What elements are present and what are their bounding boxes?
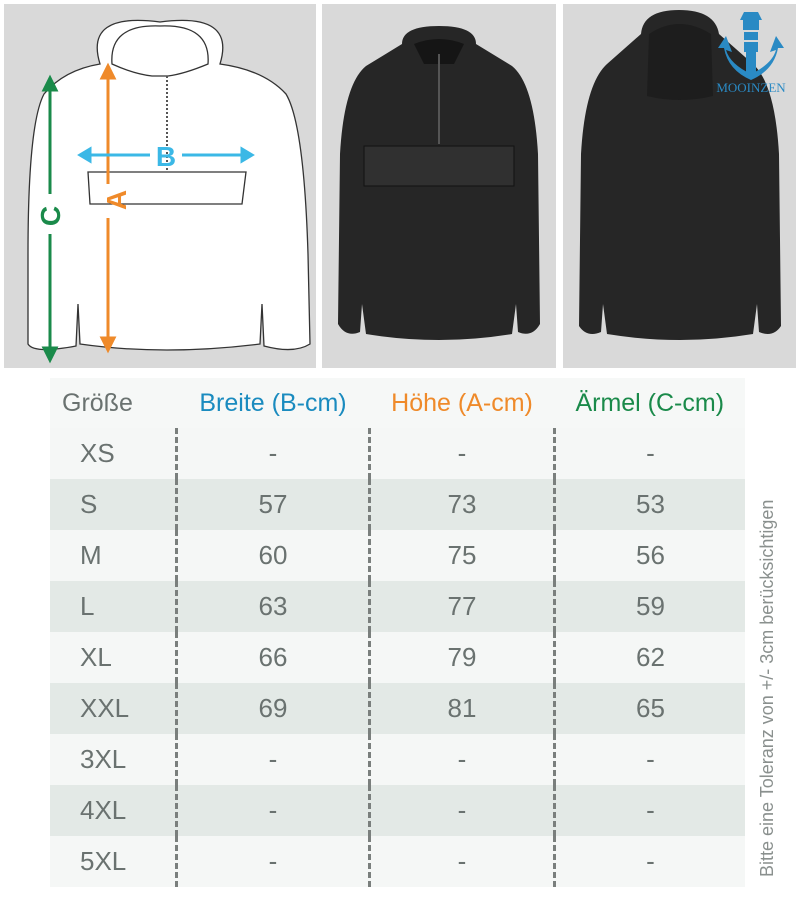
aermel-cell: - [553,785,745,836]
hoehe-cell: 79 [368,632,555,683]
aermel-cell: 56 [553,530,745,581]
hoehe-cell: 75 [368,530,555,581]
jacket-front-photo [322,4,556,368]
size-cell: XS [80,438,115,468]
table-row: XL 66 79 62 [50,632,745,683]
breite-cell: - [175,785,370,836]
table-row: 4XL - - - [50,785,745,836]
header-breite: Breite (B-cm) [199,388,347,417]
hoodie-outline-illustration: C A B [27,19,311,364]
tolerance-note: Bitte eine Toleranz von +/- 3cm berücksi… [757,499,777,877]
size-cell: 3XL [80,744,127,774]
size-cell: 4XL [80,795,127,825]
aermel-cell: 62 [553,632,745,683]
hoehe-cell: - [368,785,555,836]
aermel-cell: 53 [553,479,745,530]
breite-cell: 60 [175,530,370,581]
breite-cell: 57 [175,479,370,530]
hoehe-cell: 73 [368,479,555,530]
breite-cell: - [175,734,370,785]
table-row: 3XL - - - [50,734,745,785]
table-row: L 63 77 59 [50,581,745,632]
measure-arrow-c [41,74,59,364]
size-cell: 5XL [80,846,127,876]
table-row: 5XL - - - [50,836,745,887]
aermel-cell: - [553,734,745,785]
header-aermel: Ärmel (C-cm) [575,388,725,417]
hoehe-cell: - [368,734,555,785]
size-cell: S [80,489,98,519]
header-size: Größe [62,388,133,417]
table-row: XXL 69 81 65 [50,683,745,734]
hoehe-cell: - [368,836,555,887]
label-c: C [35,206,66,226]
size-cell: XL [80,642,112,672]
logo-text: MOOINZEN [716,80,786,95]
table-row: M 60 75 56 [50,530,745,581]
measure-arrow-a [99,62,117,354]
hoehe-cell: - [368,428,555,479]
header-hoehe: Höhe (A-cm) [391,388,533,417]
size-cell: M [80,540,102,570]
aermel-cell: 65 [553,683,745,734]
size-cell: XXL [80,693,130,723]
breite-cell: - [175,428,370,479]
label-a: A [101,190,132,210]
breite-cell: 66 [175,632,370,683]
table-header-row: Größe Breite (B-cm) Höhe (A-cm) Ärmel (C… [50,378,745,428]
table-row: XS - - - [50,428,745,479]
aermel-cell: - [553,836,745,887]
breite-cell: 63 [175,581,370,632]
size-cell: L [80,591,95,621]
hoehe-cell: 77 [368,581,555,632]
brand-logo: MOOINZEN [708,8,794,98]
size-table: Größe Breite (B-cm) Höhe (A-cm) Ärmel (C… [50,378,745,887]
breite-cell: - [175,836,370,887]
breite-cell: 69 [175,683,370,734]
table-row: S 57 73 53 [50,479,745,530]
measure-arrow-b [77,146,255,164]
aermel-cell: 59 [553,581,745,632]
measurement-diagram: C A B [4,4,316,368]
aermel-cell: - [553,428,745,479]
hoehe-cell: 81 [368,683,555,734]
label-b: B [156,141,176,172]
jacket-back-photo: MOOINZEN [563,4,796,368]
